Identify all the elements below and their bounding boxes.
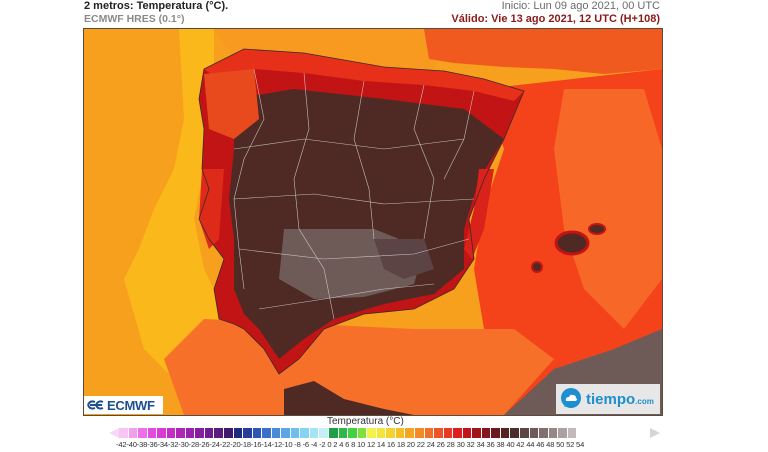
legend-swatch [434,428,444,438]
legend-swatch [329,428,339,438]
valid-time: Válido: Vie 13 ago 2021, 12 UTC (H+108) [451,13,660,25]
ecmwf-logo-text: ECMWF [107,397,155,413]
legend-swatch [414,428,425,438]
legend-swatch [224,428,234,438]
legend-swatch [204,428,215,438]
legend-swatch [309,428,320,438]
tiempo-logo-text: tiempo [586,390,636,408]
legend-swatch [157,428,167,438]
legend-swatch [290,428,301,438]
legend-swatch [443,428,454,438]
legend-swatch [281,428,291,438]
legend-swatch [395,428,406,438]
init-time: Inicio: Lun 09 ago 2021, 00 UTC [501,0,660,12]
legend-swatch [271,428,282,438]
legend-swatch [519,428,530,438]
legend-swatch [548,428,559,438]
legend-swatch [262,428,272,438]
chart-title: 2 metros: Temperatura (°C). [84,0,229,12]
temperature-map[interactable] [83,28,663,416]
legend-swatch [166,428,177,438]
legend-swatch [147,428,158,438]
legend-swatch [529,428,540,438]
legend-swatch [539,428,549,438]
color-scale-bar [119,428,578,438]
ecmwf-logo: ECMWF [84,396,163,414]
legend-swatch [472,428,482,438]
legend-swatch [558,428,568,438]
legend-swatch [176,428,186,438]
tiempo-logo-suffix: .com [635,397,654,406]
legend-swatch [357,428,368,438]
legend-swatch [243,428,253,438]
legend-swatch [119,428,129,438]
legend-max-arrow-icon [650,428,660,438]
tiempo-logo: tiempo .com [556,384,660,414]
legend-swatch [138,428,148,438]
legend-swatch [462,428,473,438]
legend-title: Temperatura (°C) [327,416,404,427]
legend-swatch [510,428,520,438]
legend-swatch [338,428,349,438]
cloud-bubble-icon [561,388,581,408]
legend-swatch [185,428,196,438]
legend-swatch [453,428,463,438]
legend-swatch [233,428,244,438]
legend-swatch [300,428,310,438]
legend-swatch [348,428,358,438]
legend-swatch [500,428,511,438]
legend-swatch [424,428,435,438]
legend-swatch [491,428,501,438]
legend-tick-labels: -42-40-38-36-34-32-30-28-26-24-22-20-18-… [116,440,585,449]
map-canvas [84,29,662,415]
model-label: ECMWF HRES (0.1°) [84,13,185,25]
legend-swatch [252,428,263,438]
legend-swatch [376,428,387,438]
legend-min-arrow-icon [109,428,119,438]
legend-swatch [367,428,377,438]
legend-swatch [214,428,225,438]
legend-swatch [481,428,492,438]
ecmwf-emblem-icon [87,400,104,410]
legend-swatch [128,428,139,438]
legend-swatch [567,428,578,438]
legend-swatch [386,428,396,438]
legend-swatch [405,428,415,438]
legend-swatch [319,428,330,438]
legend-swatch [195,428,205,438]
